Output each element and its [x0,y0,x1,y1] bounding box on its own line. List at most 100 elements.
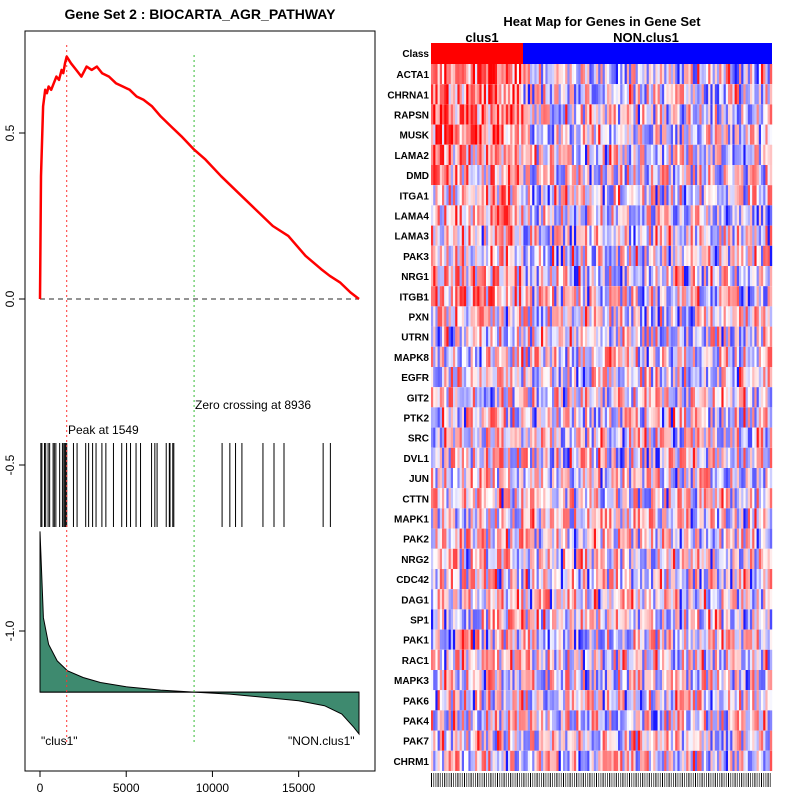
heatmap-cell [486,124,489,145]
heatmap-cell [545,84,548,105]
heatmap-cell [618,407,621,428]
heatmap-cell [530,266,533,287]
heatmap-cell [642,528,645,549]
heatmap-cell [644,306,647,327]
heatmap-cell [508,205,511,226]
heatmap-cell [684,306,687,327]
heatmap-cell [534,609,537,630]
heatmap-cell [571,346,575,367]
heatmap-cell [475,306,478,327]
heatmap-cell [763,266,766,287]
heatmap-cell [596,670,599,691]
heatmap-cell [615,589,619,610]
heatmap-cell [569,569,572,590]
heatmap-cell [712,144,715,165]
heatmap-cell [512,387,515,408]
heatmap-cell [481,548,484,569]
heatmap-cell [466,629,469,650]
heatmap-cell [642,266,645,287]
heatmap-cell [464,165,467,186]
heatmap-cell [593,670,597,691]
heatmap-cell [558,508,561,529]
heatmap-cell [565,84,568,105]
heatmap-cell [635,447,638,468]
heatmap-cell [541,488,544,509]
heatmap-cell [558,104,561,125]
heatmap-cell [699,205,702,226]
heatmap-cell [514,346,517,367]
heatmap-cell [754,245,757,266]
heatmap-cell [488,569,491,590]
heatmap-cell [499,569,502,590]
heatmap-cell [450,649,454,670]
heatmap-cell [596,629,599,650]
heatmap-cell [675,367,678,388]
heatmap-cell [494,124,498,145]
heatmap-cell [596,266,599,287]
heatmap-cell [675,64,678,85]
heatmap-cell [624,468,627,489]
heatmap-cell [468,649,471,670]
heatmap-cell [494,225,498,246]
heatmap-cell [765,124,768,145]
heatmap-cell [635,286,638,307]
heatmap-cell [543,144,546,165]
heatmap-cell [624,569,627,590]
heatmap-cell [521,84,524,105]
heatmap-cell [589,488,592,509]
heatmap-cell [446,488,449,509]
heatmap-cell [629,185,632,206]
heatmap-cell [633,144,636,165]
heatmap-cell [486,326,489,347]
heatmap-cell [756,306,759,327]
heatmap-cell [655,165,658,186]
heatmap-cell [574,326,577,347]
heatmap-cell [706,548,709,569]
heatmap-cell [453,548,456,569]
heatmap-cell [580,447,583,468]
heatmap-cell [626,286,630,307]
heatmap-cell [512,670,515,691]
heatmap-cell [637,609,641,630]
heatmap-cell [477,387,480,408]
heatmap-cell [756,528,759,549]
heatmap-cell [565,589,568,610]
heatmap-cell [508,245,511,266]
heatmap-cell [532,286,535,307]
heatmap-cell [723,286,726,307]
heatmap-cell [532,346,535,367]
heatmap-cell [571,508,575,529]
heatmap-cell [754,427,757,448]
heatmap-cell [552,286,555,307]
heatmap-cell [719,286,722,307]
heatmap-cell [598,346,601,367]
heatmap-cell [765,205,768,226]
heatmap-cell [472,225,476,246]
heatmap-cell [604,629,608,650]
heatmap-cell [604,589,608,610]
heatmap-cell [686,589,689,610]
heatmap-cell [538,266,542,287]
heatmap-cell [530,346,533,367]
heatmap-cell [648,104,652,125]
heatmap-cell [464,589,467,610]
heatmap-cell [481,185,484,206]
heatmap-cell [578,488,581,509]
class-bar-clus1 [431,43,523,64]
heatmap-cell [494,367,498,388]
heatmap-cell [743,367,746,388]
heatmap-cell [613,225,616,246]
heatmap-cell [514,165,517,186]
heatmap-cell [712,407,715,428]
heatmap-cell [532,124,535,145]
heatmap-cell [763,124,766,145]
heatmap-cell [637,528,641,549]
heatmap-cell [642,670,645,691]
heatmap-cell [593,245,597,266]
heatmap-cell [567,468,570,489]
heatmap-cell [653,427,656,448]
heatmap-cell [609,488,612,509]
heatmap-cell [578,629,581,650]
heatmap-cell [503,508,506,529]
heatmap-cell [690,670,693,691]
